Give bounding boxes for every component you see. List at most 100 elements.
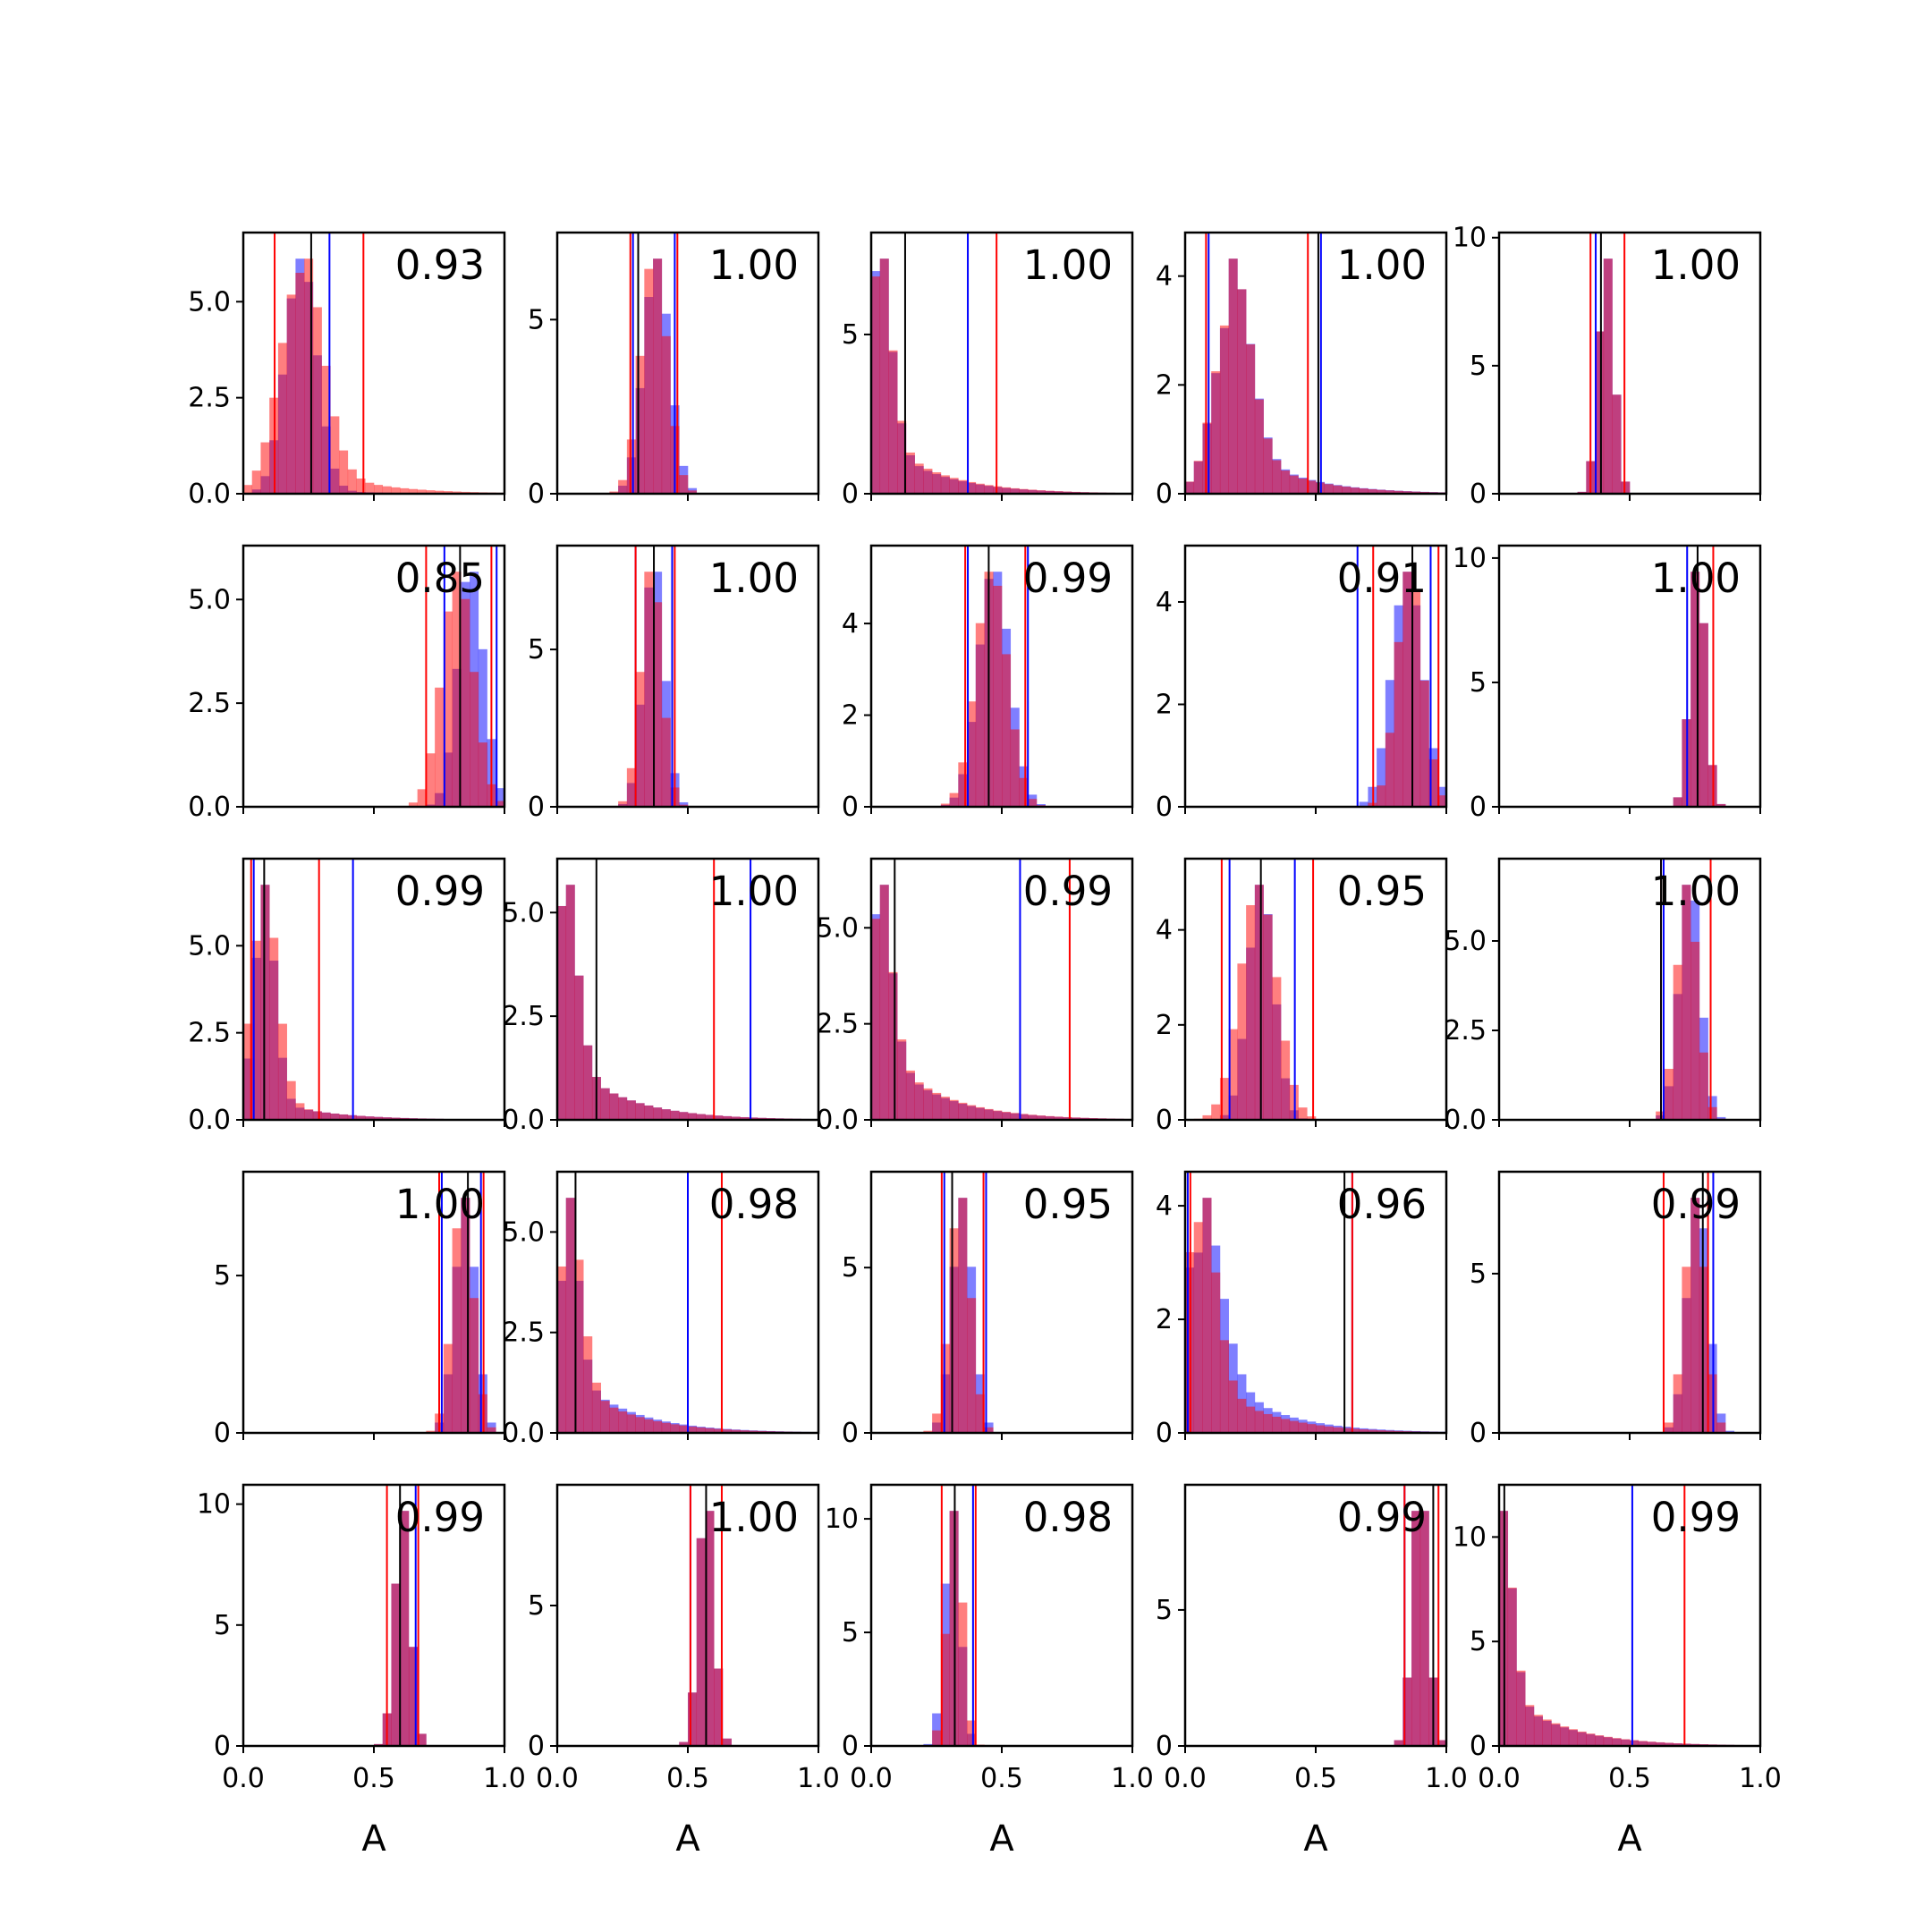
- red-histogram-bar: [391, 487, 401, 494]
- red-histogram-bar: [949, 792, 959, 807]
- red-histogram-bar: [1028, 489, 1038, 494]
- red-histogram-bar: [932, 472, 942, 494]
- y-tick-label: 0: [214, 1731, 231, 1762]
- red-histogram-bar: [653, 602, 663, 807]
- red-histogram-bar: [382, 486, 392, 494]
- red-histogram-bar: [879, 258, 889, 494]
- red-histogram-bar: [1002, 487, 1012, 494]
- red-histogram-bar: [993, 585, 1003, 807]
- red-histogram-bar: [1028, 1114, 1038, 1120]
- red-histogram-bar: [1428, 758, 1438, 807]
- red-histogram-bar: [260, 442, 270, 494]
- histogram-panel: 051.00: [528, 544, 820, 823]
- panel-value-label: 0.99: [1651, 1181, 1741, 1228]
- red-histogram-bar: [661, 335, 671, 494]
- red-histogram-bar: [286, 294, 296, 494]
- red-histogram-bar: [1324, 1426, 1334, 1433]
- red-histogram-bar: [251, 470, 261, 494]
- red-histogram-bar: [609, 1093, 619, 1120]
- red-histogram-bar: [731, 1429, 741, 1433]
- panel-value-label: 0.98: [1023, 1494, 1113, 1541]
- histogram-panel: 0 2 4 0.99: [842, 544, 1134, 823]
- red-histogram-bar: [1193, 1222, 1203, 1433]
- red-histogram-bar: [940, 1633, 950, 1746]
- panel-value-label: 0.99: [395, 1494, 485, 1541]
- red-histogram-bar: [958, 762, 968, 807]
- red-histogram-bar: [277, 343, 287, 494]
- panel-value-label: 0.95: [1023, 1181, 1113, 1228]
- red-histogram-bar: [574, 975, 584, 1120]
- y-tick-label: 5: [528, 1590, 545, 1622]
- y-tick-label: 2: [842, 700, 859, 732]
- histogram-panel: 051.00: [842, 231, 1134, 510]
- red-histogram-bar: [975, 1394, 985, 1433]
- red-histogram-bar: [1682, 1743, 1691, 1746]
- red-histogram-bar: [452, 572, 462, 807]
- x-tick-label: 0.5: [980, 1763, 1023, 1794]
- y-tick-label: 2.5: [502, 1001, 545, 1032]
- y-tick-label: 0: [842, 479, 859, 510]
- y-tick-label: 0.0: [188, 1105, 231, 1136]
- red-histogram-bar: [923, 469, 933, 494]
- red-histogram-bar: [722, 1115, 732, 1120]
- red-histogram-bar: [688, 1113, 698, 1120]
- red-histogram-bar: [984, 1427, 994, 1433]
- red-histogram-bar: [1228, 1029, 1238, 1120]
- red-histogram-bar: [1219, 1340, 1229, 1433]
- red-histogram-bar: [461, 1198, 470, 1433]
- panel-value-label: 0.98: [709, 1181, 799, 1228]
- red-histogram-bar: [1333, 485, 1343, 494]
- x-tick-label: 0.0: [850, 1763, 893, 1794]
- red-histogram-bar: [1237, 1398, 1247, 1433]
- red-histogram-bar: [1307, 1424, 1317, 1433]
- red-histogram-bar: [374, 485, 384, 494]
- red-histogram-bar: [1211, 1104, 1221, 1120]
- y-tick-label: 5.0: [188, 584, 231, 615]
- red-histogram-bar: [426, 753, 436, 807]
- red-histogram-bar: [374, 1116, 384, 1120]
- red-histogram-bar: [914, 1082, 924, 1120]
- red-histogram-bar: [1359, 1429, 1368, 1433]
- red-histogram-bar: [1298, 1107, 1308, 1120]
- red-histogram-bar: [1699, 623, 1708, 807]
- y-tick-label: 0: [1470, 1418, 1487, 1449]
- y-tick-label: 2.5: [1444, 1015, 1487, 1046]
- red-histogram-bar: [749, 1117, 758, 1120]
- red-histogram-bar: [557, 905, 567, 1120]
- y-tick-label: 0.0: [188, 479, 231, 510]
- red-histogram-bar: [1045, 1115, 1055, 1120]
- histogram-panel: 0 5 10 1.00: [1453, 223, 1762, 510]
- red-histogram-bar: [1621, 481, 1631, 494]
- red-histogram-bar: [1664, 1422, 1674, 1433]
- red-histogram-bar: [417, 789, 427, 807]
- red-histogram-bar: [1272, 1416, 1282, 1433]
- red-histogram-bar: [679, 1741, 689, 1746]
- red-histogram-bar: [1010, 729, 1020, 807]
- red-histogram-bar: [722, 1738, 732, 1746]
- y-tick-label: 4: [1156, 261, 1173, 292]
- red-histogram-bar: [1402, 1677, 1412, 1746]
- red-histogram-bar: [1673, 964, 1682, 1120]
- red-histogram-bar: [679, 1425, 689, 1433]
- y-tick-label: 5: [842, 1617, 859, 1648]
- panel-value-label: 0.96: [1337, 1181, 1427, 1228]
- y-tick-label: 4: [1156, 1191, 1173, 1222]
- panel-value-label: 0.99: [1023, 868, 1113, 915]
- red-histogram-bar: [1316, 1425, 1326, 1433]
- red-histogram-bar: [618, 801, 628, 807]
- red-histogram-bar: [470, 1298, 479, 1433]
- y-tick-label: 2: [1156, 369, 1173, 401]
- red-histogram-bar: [1699, 1267, 1708, 1433]
- red-histogram-bar: [949, 1228, 959, 1433]
- red-histogram-bar: [618, 1411, 628, 1433]
- y-tick-label: 2: [1156, 689, 1173, 720]
- red-histogram-bar: [688, 1692, 698, 1746]
- red-histogram-bar: [714, 1115, 724, 1120]
- red-histogram-bar: [1699, 1052, 1708, 1120]
- red-histogram-bar: [583, 1045, 593, 1120]
- histogram-panel: 0.0 2.5 5.0 1.00: [502, 857, 820, 1136]
- red-histogram-bar: [600, 1088, 610, 1120]
- red-histogram-bar: [574, 1259, 584, 1433]
- red-histogram-bar: [618, 1097, 628, 1120]
- red-histogram-bar: [1281, 470, 1291, 494]
